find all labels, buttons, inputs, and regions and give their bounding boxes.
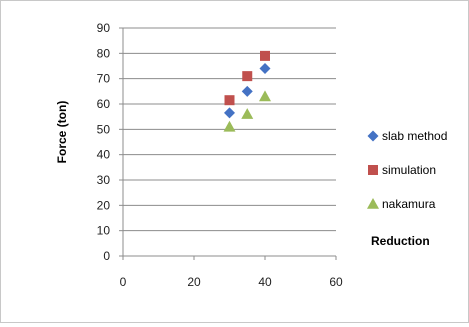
x-tick-label: 40 bbox=[258, 275, 272, 289]
y-tick-labels: 0 10 20 30 40 50 60 70 80 90 bbox=[97, 21, 111, 263]
y-tick-label: 30 bbox=[97, 173, 111, 187]
y-tick-label: 90 bbox=[97, 21, 111, 35]
y-tick-label: 0 bbox=[103, 249, 110, 263]
legend-marker-nakamura bbox=[367, 198, 379, 209]
legend: slab method simulation nakamura bbox=[367, 129, 447, 211]
y-tick-label: 50 bbox=[97, 122, 111, 136]
x-axis-label: Reduction bbox=[371, 234, 430, 248]
y-tick-label: 10 bbox=[97, 224, 111, 238]
x-tick-label: 20 bbox=[187, 275, 201, 289]
legend-marker-simulation bbox=[368, 165, 378, 175]
y-axis-label: Force (ton) bbox=[55, 101, 69, 164]
x-tick-label: 60 bbox=[329, 275, 343, 289]
x-tick-labels: 0 20 40 60 bbox=[120, 275, 343, 289]
y-tick-label: 40 bbox=[97, 148, 111, 162]
legend-label: slab method bbox=[382, 129, 447, 143]
point-simulation bbox=[242, 71, 253, 82]
point-nakamura bbox=[259, 90, 271, 102]
y-tick-label: 70 bbox=[97, 72, 111, 86]
legend-label: nakamura bbox=[382, 197, 436, 211]
point-nakamura bbox=[223, 120, 236, 132]
point-simulation bbox=[224, 95, 235, 106]
x-tick-label: 0 bbox=[120, 275, 127, 289]
data-points bbox=[223, 50, 271, 132]
legend-marker-slab-method bbox=[367, 130, 379, 142]
y-tick-label: 80 bbox=[97, 46, 111, 60]
point-nakamura bbox=[241, 108, 254, 119]
y-tick-label: 20 bbox=[97, 198, 111, 212]
point-slab-method bbox=[224, 107, 235, 119]
point-simulation bbox=[260, 50, 270, 61]
point-slab-method bbox=[259, 63, 271, 75]
point-slab-method bbox=[241, 85, 253, 97]
y-tick-label: 60 bbox=[97, 97, 111, 111]
legend-label: simulation bbox=[382, 163, 436, 177]
axes bbox=[119, 27, 337, 260]
